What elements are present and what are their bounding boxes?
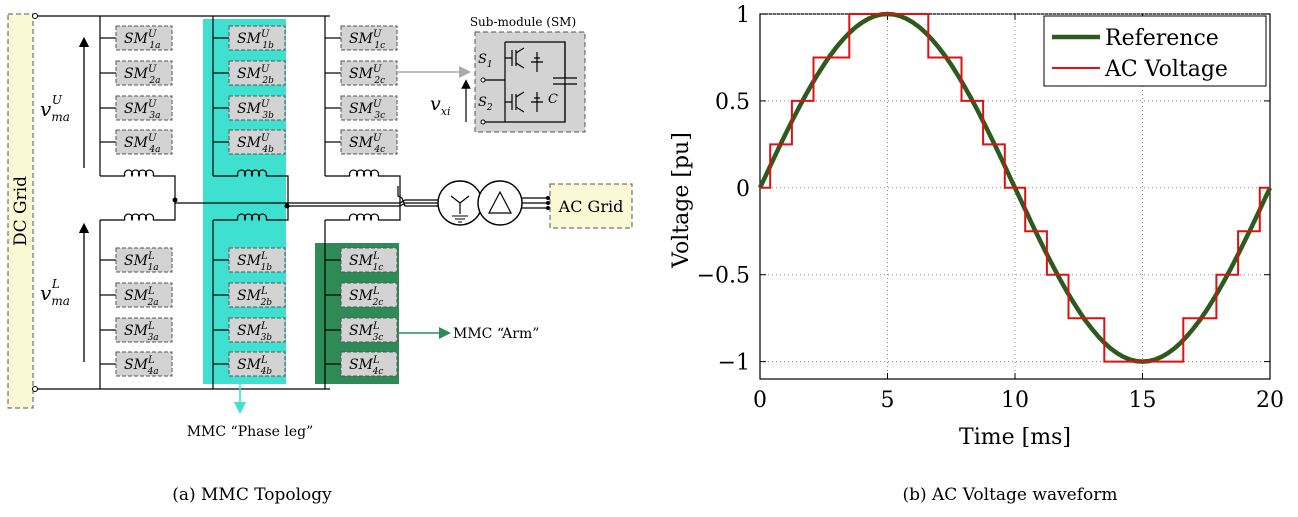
- submodule-l-4b: SML 4b: [228, 351, 286, 377]
- c-label: C: [548, 92, 558, 107]
- grid-lines: [760, 13, 1270, 379]
- legend-box: [1043, 15, 1267, 87]
- submodule-label: SML 1c: [349, 251, 383, 273]
- submodule-label: SMU 4c: [349, 133, 385, 155]
- submodule-label: SML 4c: [349, 355, 383, 377]
- submodule-l-2c: SML 2c: [340, 282, 398, 308]
- submodule-label: SMU 1b: [237, 29, 274, 51]
- submodule-label: SML 1b: [237, 251, 272, 273]
- submodule-u-1a: SMU 1a: [115, 25, 173, 51]
- y-tick-label: 0.5: [715, 90, 750, 115]
- s1-label: S1: [478, 52, 493, 70]
- submodule-u-4c: SMU 4c: [340, 129, 398, 155]
- submodule-u-4a: SMU 4a: [115, 129, 173, 155]
- sm-detail-title: Sub-module (SM): [470, 15, 576, 29]
- submodule-label: SML 1a: [124, 251, 159, 273]
- submodule-label: SMU 3b: [237, 99, 274, 121]
- x-tick-label: 20: [1256, 388, 1284, 413]
- dc-grid-label: DC Grid: [11, 176, 31, 246]
- submodule-l-4c: SML 4c: [340, 351, 398, 377]
- x-tick-label: 10: [1001, 388, 1029, 413]
- submodule-l-2b: SML 2b: [228, 282, 286, 308]
- y-tick-label: 0: [736, 177, 750, 202]
- submodule-label: SMU 4b: [237, 133, 274, 155]
- submodule-l-4a: SML 4a: [115, 351, 173, 377]
- submodule-label: SMU 2a: [124, 64, 160, 86]
- submodule-label: SML 2b: [237, 286, 272, 308]
- submodule-u-2c: SMU 2c: [340, 60, 398, 86]
- submodule-l-3a: SML 3a: [115, 317, 173, 343]
- submodule-label: SML 4b: [237, 355, 272, 377]
- submodule-label: SMU 2c: [349, 64, 385, 86]
- vxi-label: vxi: [430, 93, 450, 118]
- ac-voltage-series-line: [760, 13, 1270, 363]
- right-caption: (b) AC Voltage waveform: [902, 485, 1117, 505]
- y-tick-label: 1: [736, 3, 750, 28]
- y-tick-group: 1 0.5 0 −0.5 −1: [697, 3, 1270, 376]
- y-tick-label: −0.5: [697, 264, 750, 289]
- left-caption: (a) MMC Topology: [172, 485, 332, 505]
- submodule-label: SMU 1a: [124, 29, 160, 51]
- x-axis-label: Time [ms]: [959, 425, 1071, 450]
- y-axis-label: Voltage [pu]: [669, 132, 694, 269]
- submodule-label: SML 2a: [124, 286, 159, 308]
- transformer-icon: [437, 180, 523, 226]
- submodule-u-3b: SMU 3b: [228, 95, 286, 121]
- submodule-label: SMU 3c: [349, 99, 385, 121]
- submodule-l-1a: SML 1a: [115, 247, 173, 273]
- x-tick-group: 0 5 10 15 20: [753, 14, 1284, 413]
- submodule-u-1c: SMU 1c: [340, 25, 398, 51]
- legend-label-reference: Reference: [1105, 26, 1219, 51]
- submodule-u-2b: SMU 2b: [228, 60, 286, 86]
- submodule-u-1b: SMU 1b: [228, 25, 286, 51]
- submodule-u-4b: SMU 4b: [228, 129, 286, 155]
- arm-label: MMC “Arm”: [453, 326, 539, 342]
- submodule-label: SML 2c: [349, 286, 383, 308]
- submodule-label: SML 3c: [349, 321, 383, 343]
- submodule-label: SML 3a: [124, 321, 159, 343]
- x-tick-label: 0: [753, 388, 767, 413]
- submodule-label: SML 3b: [237, 321, 272, 343]
- submodule-label: SMU 1c: [349, 29, 385, 51]
- s2-label: S2: [478, 95, 493, 113]
- sm-detail-circuit: [483, 41, 577, 123]
- submodule-group: SMU 1a SMU 2a SMU 3a SMU 4a SMU 1b SMU 2b SMU 3b SMU 4b…: [115, 25, 398, 377]
- submodule-label: SMU 2b: [237, 64, 274, 86]
- voltage-chart: 0 5 10 15 20 1 0.5 0 −0.5 −1 Time [ms] Voltage […: [669, 3, 1284, 505]
- ac-grid-box: [549, 183, 633, 229]
- submodule-label: SML 4a: [124, 355, 159, 377]
- y-tick-label: −1: [718, 351, 750, 376]
- submodule-u-2a: SMU 2a: [115, 60, 173, 86]
- submodule-l-1c: SML 1c: [340, 247, 398, 273]
- phase-leg-label: MMC “Phase leg”: [187, 424, 314, 440]
- x-tick-label: 15: [1129, 388, 1157, 413]
- ac-grid-label: AC Grid: [558, 197, 624, 216]
- submodule-label: SMU 3a: [124, 99, 160, 121]
- submodule-l-2a: SML 2a: [115, 282, 173, 308]
- sm-detail-box: [474, 31, 586, 133]
- submodule-l-3c: SML 3c: [340, 317, 398, 343]
- legend: Reference AC Voltage: [1043, 15, 1267, 87]
- v-upper-label: vmaU: [40, 93, 70, 124]
- submodule-label: SMU 4a: [124, 133, 160, 155]
- submodule-l-3b: SML 3b: [228, 317, 286, 343]
- submodule-u-3c: SMU 3c: [340, 95, 398, 121]
- x-tick-label: 5: [881, 388, 895, 413]
- v-lower-label: vmaL: [40, 277, 70, 308]
- dc-grid-box: [7, 13, 34, 409]
- legend-label-ac-voltage: AC Voltage: [1104, 57, 1228, 82]
- submodule-l-1b: SML 1b: [228, 247, 286, 273]
- submodule-u-3a: SMU 3a: [115, 95, 173, 121]
